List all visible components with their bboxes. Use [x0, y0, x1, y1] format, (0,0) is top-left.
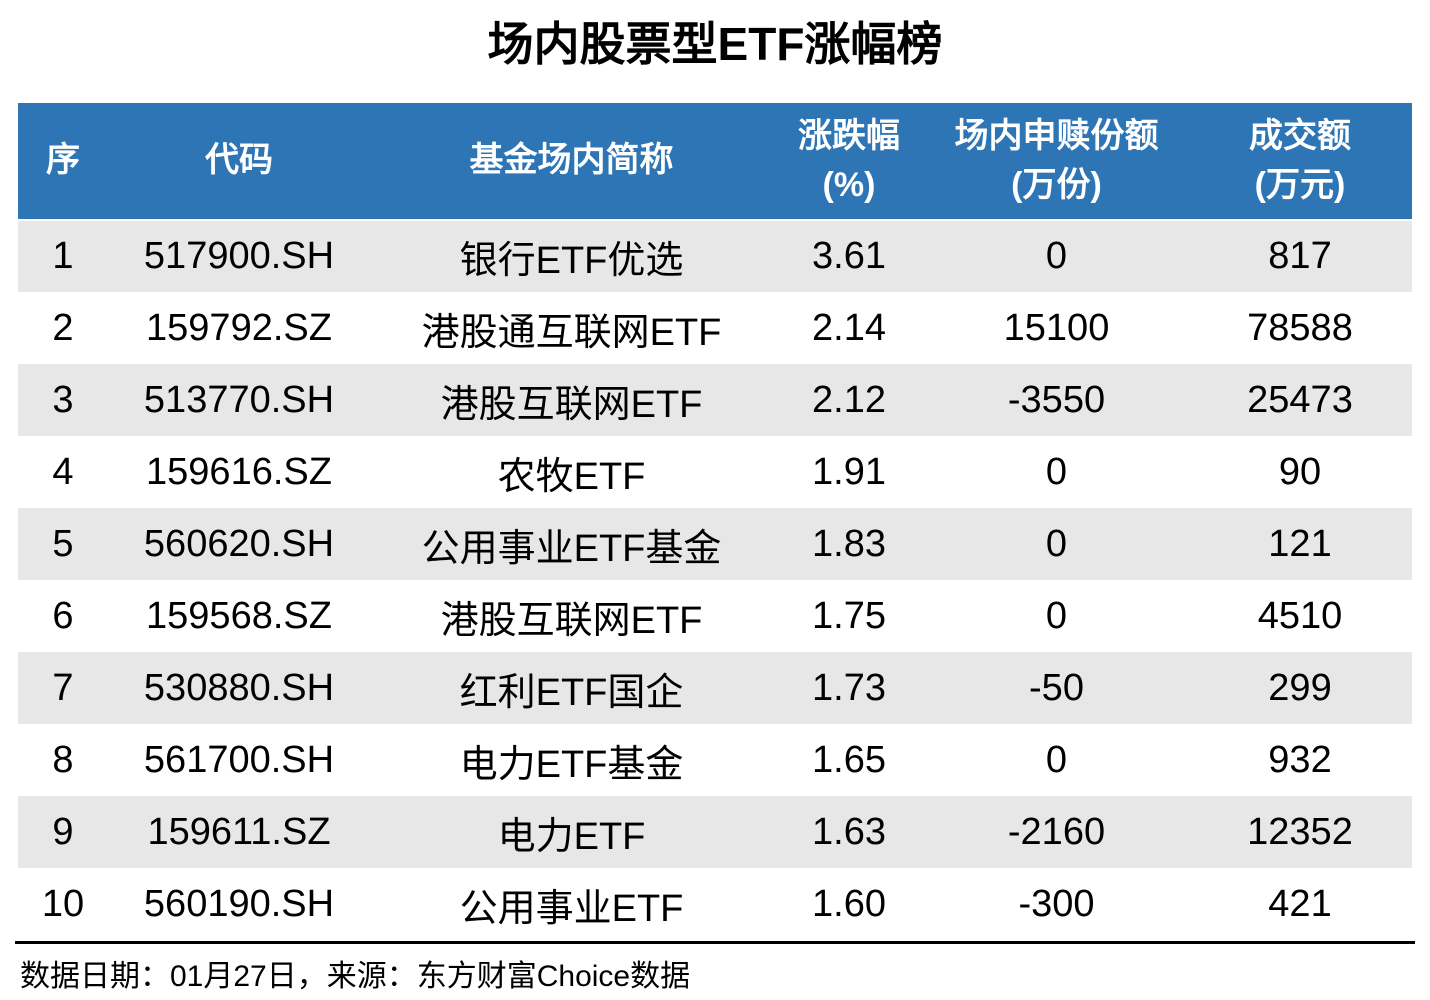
cell-turnover: 932 — [1188, 724, 1412, 796]
cell-code: 159611.SZ — [108, 796, 370, 868]
cell-code: 159568.SZ — [108, 580, 370, 652]
column-header-unit: (万元) — [1254, 166, 1346, 204]
cell-fund-name: 港股互联网ETF — [370, 580, 773, 652]
etf-ranking-table: 序 代码 基金场内简称 涨跌幅 (%) 场内申赎份额 (万份) 成交额 (万元) — [18, 103, 1412, 940]
cell-seq: 7 — [18, 652, 108, 724]
cell-change-pct: 2.12 — [773, 364, 925, 436]
table-row: 10 560190.SH 公用事业ETF 1.60 -300 421 — [18, 868, 1412, 940]
cell-seq: 5 — [18, 508, 108, 580]
cell-code: 560620.SH — [108, 508, 370, 580]
cell-code: 560190.SH — [108, 868, 370, 940]
cell-change-pct: 2.14 — [773, 292, 925, 364]
cell-turnover: 121 — [1188, 508, 1412, 580]
cell-fund-name: 公用事业ETF — [370, 868, 773, 940]
table-row: 3 513770.SH 港股互联网ETF 2.12 -3550 25473 — [18, 364, 1412, 436]
cell-turnover: 817 — [1188, 220, 1412, 292]
column-header-turnover: 成交额 (万元) — [1188, 103, 1412, 221]
cell-subscription-shares: 0 — [925, 724, 1188, 796]
cell-change-pct: 1.73 — [773, 652, 925, 724]
cell-subscription-shares: 0 — [925, 436, 1188, 508]
cell-fund-name: 农牧ETF — [370, 436, 773, 508]
page-title: 场内股票型ETF涨幅榜 — [487, 18, 943, 70]
cell-code: 159616.SZ — [108, 436, 370, 508]
cell-fund-name: 港股通互联网ETF — [370, 292, 773, 364]
table-row: 9 159611.SZ 电力ETF 1.63 -2160 12352 — [18, 796, 1412, 868]
cell-turnover: 4510 — [1188, 580, 1412, 652]
cell-turnover: 299 — [1188, 652, 1412, 724]
table-row: 6 159568.SZ 港股互联网ETF 1.75 0 4510 — [18, 580, 1412, 652]
cell-subscription-shares: 0 — [925, 580, 1188, 652]
column-header-unit: (万份) — [1011, 166, 1102, 204]
cell-subscription-shares: -2160 — [925, 796, 1188, 868]
data-source-note: 数据日期：01月27日，来源：东方财富Choice数据 — [20, 960, 691, 993]
column-header-code: 代码 — [108, 103, 370, 221]
cell-fund-name: 红利ETF国企 — [370, 652, 773, 724]
column-header-label: 涨跌幅 — [798, 116, 900, 155]
column-header-label: 基金场内简称 — [469, 141, 674, 180]
table-row: 7 530880.SH 红利ETF国企 1.73 -50 299 — [18, 652, 1412, 724]
cell-seq: 4 — [18, 436, 108, 508]
cell-subscription-shares: 15100 — [925, 292, 1188, 364]
column-header-fund-name: 基金场内简称 — [370, 103, 773, 221]
cell-seq: 1 — [18, 220, 108, 292]
cell-fund-name: 港股互联网ETF — [370, 364, 773, 436]
cell-seq: 2 — [18, 292, 108, 364]
table-row: 1 517900.SH 银行ETF优选 3.61 0 817 — [18, 220, 1412, 292]
column-header-change-pct: 涨跌幅 (%) — [773, 103, 925, 221]
cell-seq: 6 — [18, 580, 108, 652]
cell-seq: 10 — [18, 868, 108, 940]
footer-divider — [15, 941, 1415, 944]
column-header-subscription-shares: 场内申赎份额 (万份) — [925, 103, 1188, 221]
cell-subscription-shares: -300 — [925, 868, 1188, 940]
table-row: 5 560620.SH 公用事业ETF基金 1.83 0 121 — [18, 508, 1412, 580]
cell-change-pct: 3.61 — [773, 220, 925, 292]
column-header-unit: (%) — [822, 166, 876, 204]
cell-turnover: 78588 — [1188, 292, 1412, 364]
cell-fund-name: 公用事业ETF基金 — [370, 508, 773, 580]
cell-fund-name: 银行ETF优选 — [370, 220, 773, 292]
cell-turnover: 421 — [1188, 868, 1412, 940]
cell-turnover: 12352 — [1188, 796, 1412, 868]
table-row: 4 159616.SZ 农牧ETF 1.91 0 90 — [18, 436, 1412, 508]
cell-subscription-shares: -50 — [925, 652, 1188, 724]
cell-subscription-shares: 0 — [925, 508, 1188, 580]
column-header-label: 代码 — [205, 141, 273, 180]
cell-change-pct: 1.63 — [773, 796, 925, 868]
column-header-label: 成交额 — [1249, 116, 1351, 155]
table-row: 8 561700.SH 电力ETF基金 1.65 0 932 — [18, 724, 1412, 796]
table-header-row: 序 代码 基金场内简称 涨跌幅 (%) 场内申赎份额 (万份) 成交额 (万元) — [18, 103, 1412, 221]
cell-change-pct: 1.65 — [773, 724, 925, 796]
cell-turnover: 25473 — [1188, 364, 1412, 436]
cell-seq: 3 — [18, 364, 108, 436]
cell-fund-name: 电力ETF — [370, 796, 773, 868]
cell-change-pct: 1.60 — [773, 868, 925, 940]
cell-code: 530880.SH — [108, 652, 370, 724]
cell-fund-name: 电力ETF基金 — [370, 724, 773, 796]
cell-turnover: 90 — [1188, 436, 1412, 508]
cell-code: 159792.SZ — [108, 292, 370, 364]
cell-code: 561700.SH — [108, 724, 370, 796]
cell-code: 513770.SH — [108, 364, 370, 436]
column-header-seq: 序 — [18, 103, 108, 221]
column-header-label: 序 — [46, 141, 80, 180]
cell-change-pct: 1.83 — [773, 508, 925, 580]
cell-seq: 8 — [18, 724, 108, 796]
cell-subscription-shares: -3550 — [925, 364, 1188, 436]
cell-subscription-shares: 0 — [925, 220, 1188, 292]
cell-seq: 9 — [18, 796, 108, 868]
table-row: 2 159792.SZ 港股通互联网ETF 2.14 15100 78588 — [18, 292, 1412, 364]
cell-change-pct: 1.91 — [773, 436, 925, 508]
cell-change-pct: 1.75 — [773, 580, 925, 652]
cell-code: 517900.SH — [108, 220, 370, 292]
column-header-label: 场内申赎份额 — [954, 116, 1159, 155]
